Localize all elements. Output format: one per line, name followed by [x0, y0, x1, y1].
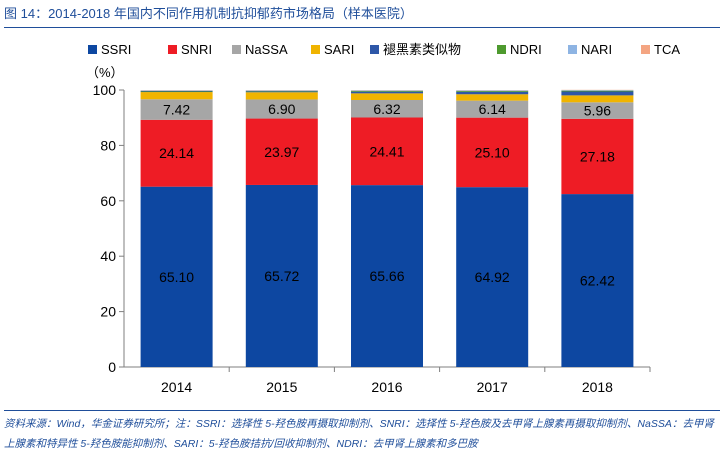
data-label-2014-SSRI: 65.10: [159, 269, 194, 285]
data-label-2018-SSRI: 62.42: [580, 273, 615, 289]
data-label-2016-SNRI: 24.41: [369, 143, 404, 159]
bar-2016-NARI: [351, 90, 423, 91]
legend-label-5: NDRI: [510, 42, 542, 57]
bar-2014-NARI: [140, 90, 213, 91]
bar-2014-SSRI: [140, 186, 213, 367]
legend-label-3: SARI: [324, 42, 354, 57]
data-label-2014-NaSSA: 7.42: [163, 102, 190, 118]
data-label-2018-SNRI: 27.18: [580, 148, 615, 164]
x-tick-label-4: 2018: [582, 379, 613, 395]
source-note: 资料来源：Wind，华金证券研究所；注：SSRI：选择性 5-羟色胺再摄取抑制剂…: [4, 418, 714, 450]
stacked-bar-chart: SSRI SNRI NaSSA SARI 褪黑素类似物 NDRI NARI TCA （%） 0 20…: [0, 30, 728, 408]
legend-swatch-3: [311, 45, 320, 54]
bar-2016-SSRI: [351, 185, 423, 367]
bar-2017-NDRI: [456, 90, 529, 92]
data-label-2017-NaSSA: 6.14: [479, 101, 506, 117]
bar-2015-NARI: [245, 90, 318, 91]
bar-2014-褪黑素类似物: [140, 91, 213, 93]
bar-2017-SSRI: [456, 187, 529, 367]
bar-2016-SARI: [351, 93, 423, 100]
legend-swatch-2: [232, 45, 241, 54]
data-label-2017-SNRI: 25.10: [475, 144, 510, 160]
bar-2015-SSRI: [245, 184, 318, 367]
data-label-2016-NaSSA: 6.32: [373, 101, 400, 117]
x-tick-label-0: 2014: [161, 379, 192, 395]
bar-2017-褪黑素类似物: [456, 91, 529, 95]
bar-2017-SNRI: [456, 117, 529, 188]
bar-2015-NDRI: [245, 90, 318, 92]
y-tick-label-1: 20: [100, 304, 116, 320]
bar-2015-SARI: [245, 92, 318, 100]
y-tick-label-4: 80: [100, 137, 116, 153]
data-label-2015-SNRI: 23.97: [264, 144, 299, 160]
figure-title: 图 14：2014-2018 年国内不同作用机制抗抑郁药市场格局（样本医院）: [4, 6, 413, 21]
x-tick-label-3: 2017: [477, 379, 508, 395]
bar-2016-SNRI: [351, 117, 423, 186]
bar-2016-NDRI: [351, 90, 423, 92]
data-label-2018-NaSSA: 5.96: [584, 103, 611, 119]
bar-2014-NaSSA: [140, 99, 213, 120]
bar-2014-SNRI: [140, 119, 213, 187]
legend-label-4: 褪黑素类似物: [383, 42, 461, 57]
y-axis-label: （%）: [86, 65, 124, 80]
legend-swatch-5: [497, 45, 506, 54]
data-label-2015-NaSSA: 6.90: [268, 101, 295, 117]
y-tick-label-2: 40: [100, 248, 116, 264]
bar-2015-SNRI: [245, 118, 318, 185]
bar-2018-褪黑素类似物: [561, 91, 634, 96]
bar-2015-褪黑素类似物: [245, 91, 318, 93]
legend-label-0: SSRI: [101, 42, 131, 57]
bar-2017-NARI: [456, 90, 529, 91]
bar-2018-SARI: [561, 95, 634, 103]
legend-swatch-0: [88, 45, 97, 54]
legend-swatch-1: [168, 45, 177, 54]
legend-label-7: TCA: [654, 42, 680, 57]
y-tick-label-0: 0: [108, 359, 116, 375]
legend-swatch-4: [370, 45, 379, 54]
bar-2018-SSRI: [561, 194, 634, 367]
data-label-2015-SSRI: 65.72: [264, 268, 299, 284]
legend-label-6: NARI: [581, 42, 612, 57]
bar-2014-SARI: [140, 92, 213, 100]
chart-svg: SSRI SNRI NaSSA SARI 褪黑素类似物 NDRI NARI TCA （%） 0 20…: [86, 42, 680, 395]
bar-2016-NaSSA: [351, 99, 423, 118]
footer-divider: [4, 410, 720, 411]
legend-swatch-7: [641, 45, 650, 54]
title-divider: [4, 27, 720, 28]
bar-2018-NARI: [561, 90, 634, 91]
bar-2017-SARI: [456, 94, 529, 101]
bar-2017-NaSSA: [456, 100, 529, 118]
legend-swatch-6: [568, 45, 577, 54]
x-tick-label-2: 2016: [371, 379, 402, 395]
data-label-2017-SSRI: 64.92: [475, 269, 510, 285]
legend-label-2: NaSSA: [245, 42, 288, 57]
x-tick-label-1: 2015: [266, 379, 297, 395]
bar-2018-NDRI: [561, 90, 634, 92]
y-tick-label-3: 60: [100, 193, 116, 209]
bar-2015-NaSSA: [245, 99, 318, 119]
legend-label-1: SNRI: [181, 42, 212, 57]
bar-2018-SNRI: [561, 118, 634, 195]
bar-2016-褪黑素类似物: [351, 91, 423, 94]
bar-2014-NDRI: [140, 90, 213, 92]
data-label-2014-SNRI: 24.14: [159, 145, 194, 161]
data-label-2016-SSRI: 65.66: [369, 268, 404, 284]
bar-2018-NaSSA: [561, 102, 634, 119]
y-tick-label-5: 100: [93, 82, 117, 98]
